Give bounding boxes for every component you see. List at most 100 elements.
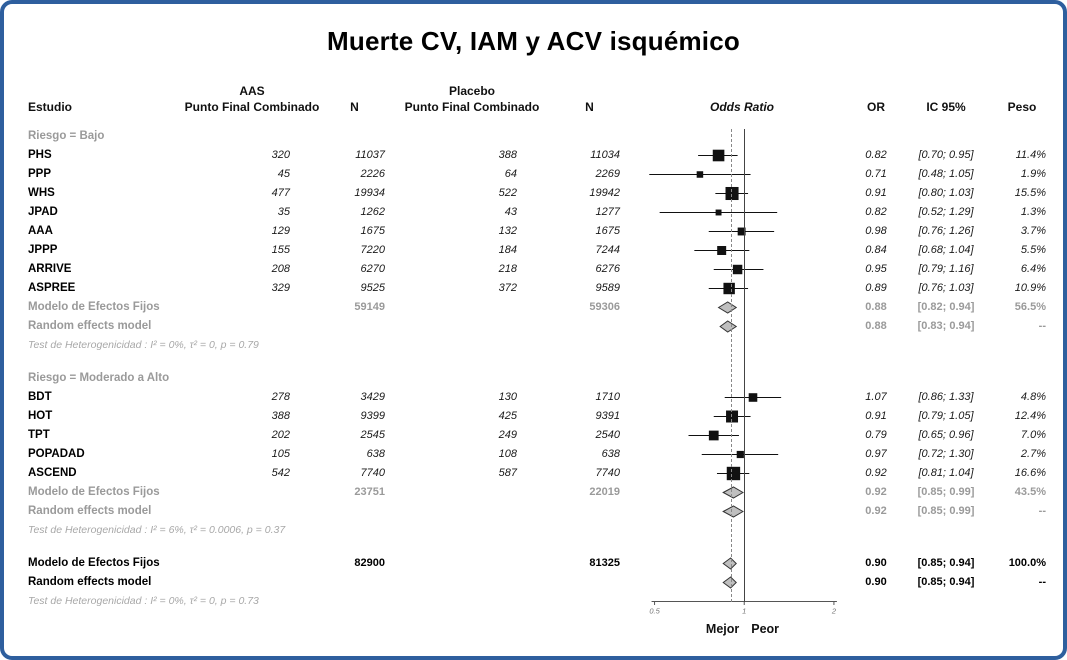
weight-value: 11.4% bbox=[1015, 149, 1046, 161]
pooled-diamond bbox=[719, 320, 738, 333]
placebo-n: 11034 bbox=[590, 149, 620, 161]
ci-marker bbox=[688, 430, 739, 441]
study-row-ascend: ASCEND 542 7740 587 7740 0.92 [0.81; 1.04] 16.6… bbox=[12, 464, 1055, 483]
model-row: Random effects model 0.90 [0.85; 0.94] -- bbox=[12, 573, 1055, 592]
col-placebo-group: Placebo bbox=[397, 83, 547, 99]
aas-total: 23751 bbox=[354, 486, 385, 498]
forest-marker-cell bbox=[632, 222, 852, 241]
weight-value: 6.4% bbox=[1020, 263, 1046, 275]
placebo-events: 130 bbox=[498, 391, 517, 403]
pooled-diamond-cell bbox=[632, 554, 852, 573]
diamond-shape bbox=[722, 505, 744, 518]
aas-total bbox=[312, 502, 397, 521]
pooled-diamond bbox=[722, 505, 744, 518]
placebo-n-label: N bbox=[585, 100, 594, 114]
or-value: 0.92 bbox=[865, 467, 887, 479]
study-name: JPPP bbox=[28, 244, 58, 256]
study-name: JPAD bbox=[28, 206, 58, 218]
study-name: WHS bbox=[28, 187, 55, 199]
weight-value: 43.5% bbox=[1014, 486, 1046, 498]
aas-n: 6270 bbox=[360, 263, 385, 275]
study-name: ASPREE bbox=[28, 282, 76, 294]
ci-value: [0.79; 1.16] bbox=[918, 263, 974, 275]
forest-marker-cell bbox=[632, 445, 852, 464]
aas-n: 9399 bbox=[360, 410, 385, 422]
or-value: 0.95 bbox=[865, 263, 887, 275]
ci-marker bbox=[708, 227, 775, 236]
aas-n-label: N bbox=[350, 100, 359, 114]
ci-value: [0.52; 1.29] bbox=[918, 206, 974, 218]
placebo-n: 7740 bbox=[595, 467, 620, 479]
header-spacer bbox=[632, 83, 852, 99]
ci-label: IC 95% bbox=[926, 100, 966, 114]
col-or: OR bbox=[852, 99, 900, 115]
header-spacer bbox=[852, 83, 900, 99]
model-row: Random effects model 0.92 [0.85; 0.99] -- bbox=[12, 502, 1055, 521]
model-label: Modelo de Efectos Fijos bbox=[28, 486, 160, 498]
weight-value: 10.9% bbox=[1014, 282, 1046, 294]
forest-plot: AAS Placebo Estudio Punto Final Combinad… bbox=[12, 83, 1055, 643]
model-row: Modelo de Efectos Fijos 59149 59306 0.88 [0.… bbox=[12, 298, 1055, 317]
effect-square bbox=[717, 246, 727, 255]
aas-events: 329 bbox=[271, 282, 290, 294]
placebo-total: 22019 bbox=[589, 486, 620, 498]
effect-square bbox=[723, 282, 735, 295]
or-value: 0.90 bbox=[865, 557, 887, 569]
pooled-diamond bbox=[722, 576, 737, 589]
aas-events: 155 bbox=[271, 244, 290, 256]
or-value: 0.92 bbox=[865, 486, 887, 498]
or-value: 1.07 bbox=[865, 391, 887, 403]
weight-value: 16.6% bbox=[1014, 467, 1046, 479]
placebo-pfc-label: Punto Final Combinado bbox=[404, 100, 540, 114]
weight-value: 3.7% bbox=[1020, 225, 1046, 237]
empty-cell bbox=[192, 502, 312, 521]
forest-marker-cell bbox=[632, 184, 852, 203]
pooled-diamond-cell bbox=[632, 483, 852, 502]
model-label: Random effects model bbox=[28, 505, 152, 517]
placebo-events: 108 bbox=[498, 448, 517, 460]
aas-events: 278 bbox=[271, 391, 290, 403]
ci-marker bbox=[708, 282, 749, 295]
pooled-diamond-cell bbox=[632, 573, 852, 592]
aas-n: 3429 bbox=[360, 391, 385, 403]
empty-cell bbox=[192, 298, 312, 317]
empty-cell bbox=[397, 298, 547, 317]
study-name: ASCEND bbox=[28, 467, 77, 479]
empty-cell bbox=[192, 573, 312, 592]
or-value: 0.98 bbox=[865, 225, 887, 237]
pooled-diamond bbox=[722, 557, 737, 570]
or-value: 0.71 bbox=[865, 168, 887, 180]
forest-marker-cell bbox=[632, 426, 852, 445]
empty-cell bbox=[397, 502, 547, 521]
diamond-shape bbox=[722, 576, 737, 589]
study-row-phs: PHS 320 11037 388 11034 0.82 [0.70; 0.95] 11.4% bbox=[12, 146, 1055, 165]
ci-value: [0.48; 1.05] bbox=[918, 168, 974, 180]
placebo-events: 249 bbox=[498, 429, 517, 441]
placebo-events: 184 bbox=[498, 244, 517, 256]
aas-events: 129 bbox=[271, 225, 290, 237]
forest-marker-cell bbox=[632, 203, 852, 222]
aas-n: 19934 bbox=[354, 187, 385, 199]
weight-value: 1.9% bbox=[1020, 168, 1046, 180]
study-name: HOT bbox=[28, 410, 53, 422]
placebo-events: 425 bbox=[498, 410, 517, 422]
figure-title: Muerte CV, IAM y ACV isquémico bbox=[327, 26, 740, 56]
aas-n: 1675 bbox=[360, 225, 385, 237]
or-value: 0.88 bbox=[865, 320, 887, 332]
study-row-jpad: JPAD 35 1262 43 1277 0.82 [0.52; 1.29] 1.3% bbox=[12, 203, 1055, 222]
ci-value: [0.86; 1.33] bbox=[918, 391, 974, 403]
forest-marker-cell bbox=[632, 241, 852, 260]
weight-value: -- bbox=[1038, 505, 1046, 517]
empty-cell bbox=[12, 611, 632, 630]
ci-value: [0.68; 1.04] bbox=[918, 244, 974, 256]
empty-cell bbox=[192, 317, 312, 336]
placebo-n: 1277 bbox=[595, 206, 620, 218]
effect-square bbox=[712, 149, 725, 162]
odds-ratio-label: Odds Ratio bbox=[709, 100, 774, 114]
ci-value: [0.85; 0.99] bbox=[917, 486, 975, 498]
weight-value: 1.3% bbox=[1020, 206, 1046, 218]
placebo-events: 132 bbox=[498, 225, 517, 237]
placebo-n: 19942 bbox=[589, 187, 620, 199]
placebo-group-label: Placebo bbox=[448, 84, 496, 98]
